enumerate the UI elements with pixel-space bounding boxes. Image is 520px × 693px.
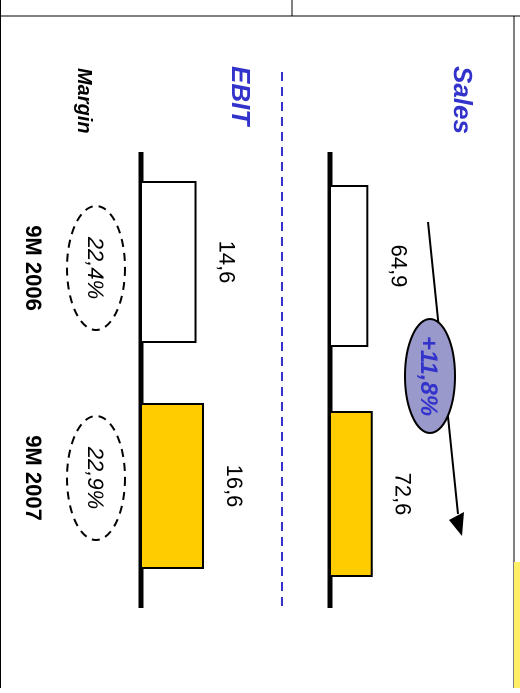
ebit-title: EBIT [226, 66, 256, 127]
sales-value-label-1: 64,9 [386, 245, 411, 288]
margin-oval-2 [66, 415, 126, 541]
margin-label-1: 22,4% [83, 236, 108, 299]
sales-bar-1 [329, 185, 369, 347]
sales-bar-2 [329, 411, 373, 577]
growth-label: +11,8% [415, 336, 442, 416]
ebit-value-label-2: 16,6 [222, 465, 247, 508]
growth-oval [404, 318, 456, 434]
margin-label-2: 22,9% [83, 446, 108, 509]
margin-oval-1 [66, 205, 126, 331]
growth-arrowhead-icon [449, 512, 464, 536]
margin-title: Margin [73, 68, 95, 134]
chart-marks: 64,9 72,6 14,6 16,6 22,4% 22,9% 9M 2006 9M 2007 [21, 152, 416, 608]
ebit-value-label-1: 14,6 [215, 241, 240, 284]
category-label-1: 9M 2006 [21, 225, 46, 311]
ebit-bar-1 [140, 181, 197, 343]
sales-title: Sales [448, 66, 478, 134]
sales-value-label-2: 72,6 [391, 473, 416, 516]
ebit-bar-2 [140, 403, 204, 569]
category-label-2: 9M 2007 [21, 435, 46, 521]
sidebar-strip [514, 562, 520, 688]
